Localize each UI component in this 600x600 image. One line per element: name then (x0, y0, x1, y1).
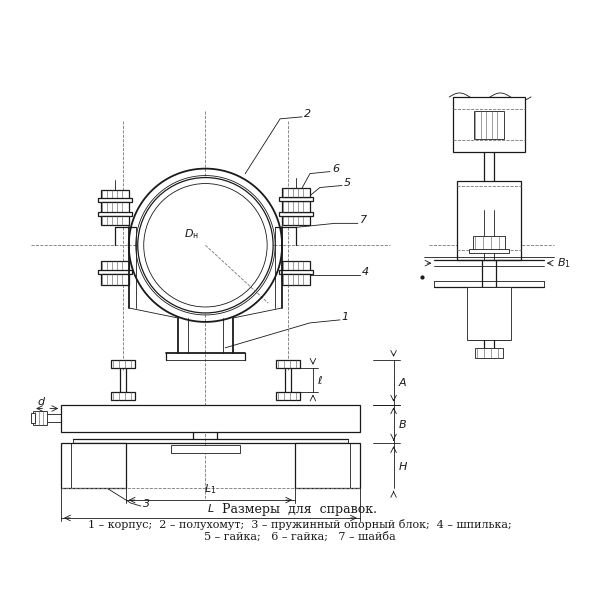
Bar (469, 185, 509, 211)
Text: 1 – корпус;  2 – полухомут;  3 – пружинный опорный блок;  4 – шпилька;: 1 – корпус; 2 – полухомут; 3 – пружинный… (88, 520, 512, 530)
Bar (279, 197, 313, 202)
Text: 5 – гайка;   6 – гайка;   7 – шайба: 5 – гайка; 6 – гайка; 7 – шайба (204, 532, 396, 542)
Text: $H$: $H$ (398, 460, 407, 472)
Bar (474, 111, 504, 139)
Text: $\ell$: $\ell$ (317, 374, 323, 386)
Text: $A$: $A$ (398, 376, 407, 388)
Text: $D_{\rm н}$: $D_{\rm н}$ (184, 227, 199, 241)
Bar (98, 199, 132, 202)
Text: Размеры  для  справок.: Размеры для справок. (223, 503, 377, 515)
Bar (31, 413, 35, 424)
Bar (276, 360, 300, 368)
Bar (279, 270, 313, 274)
Bar (469, 249, 509, 253)
Bar (61, 443, 126, 488)
Text: $L$: $L$ (206, 502, 214, 514)
Bar (170, 445, 240, 453)
Text: 4: 4 (362, 267, 369, 277)
Bar (98, 270, 132, 274)
Bar (101, 261, 129, 271)
Bar (61, 404, 360, 433)
Bar (467, 287, 511, 340)
Bar (282, 217, 310, 226)
Bar (101, 274, 129, 285)
Bar (101, 217, 129, 226)
Bar (282, 274, 310, 285)
Bar (33, 412, 47, 425)
Text: 3: 3 (143, 499, 150, 509)
Text: 5: 5 (344, 178, 351, 188)
Bar (101, 202, 129, 214)
Bar (111, 392, 135, 400)
Text: $d$: $d$ (37, 395, 46, 407)
Bar (282, 261, 310, 271)
Bar (475, 348, 503, 358)
Text: $L_1$: $L_1$ (204, 482, 217, 496)
Bar (98, 212, 132, 217)
Text: $B$: $B$ (398, 418, 406, 430)
Bar (276, 392, 300, 400)
Circle shape (138, 178, 273, 313)
Bar (473, 236, 505, 250)
Bar (457, 181, 521, 260)
Text: $B_1$: $B_1$ (557, 256, 571, 270)
Bar (101, 190, 129, 199)
Text: 6: 6 (332, 164, 339, 173)
Text: 7: 7 (360, 215, 367, 226)
Bar (282, 202, 310, 212)
Bar (465, 181, 513, 185)
Bar (111, 360, 135, 368)
Bar (453, 97, 525, 152)
Text: 1: 1 (342, 312, 349, 322)
Text: 2: 2 (304, 109, 311, 119)
Bar (282, 188, 310, 197)
Circle shape (144, 184, 267, 307)
Bar (295, 443, 360, 488)
Bar (279, 212, 313, 217)
